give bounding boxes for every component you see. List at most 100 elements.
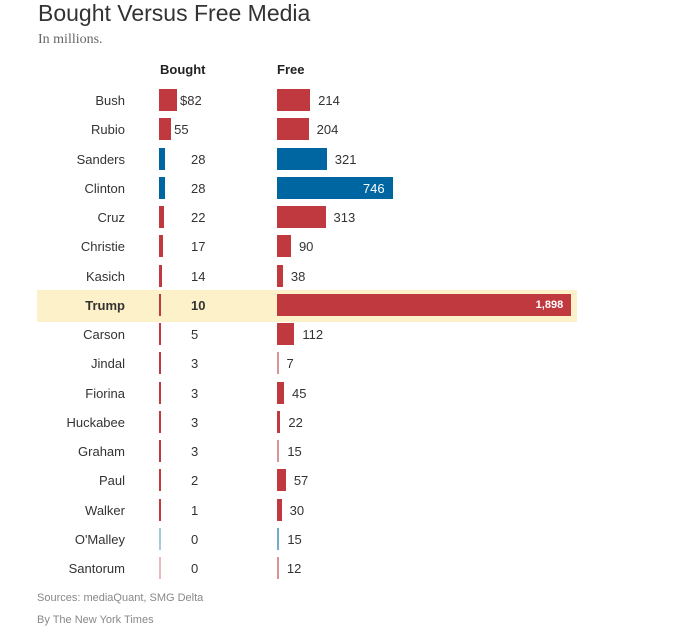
free-value-label: 38 [290, 268, 306, 284]
bought-value-label: 22 [191, 210, 206, 225]
bought-bar [159, 293, 162, 316]
bought-value-label: 2 [191, 473, 199, 489]
free-bar [277, 235, 291, 258]
candidate-name: Cruz [97, 210, 125, 225]
free-value-label: 12 [286, 561, 302, 576]
candidate-row: Sanders 28 321 [0, 145, 675, 174]
bought-bar [159, 147, 166, 170]
free-bar [277, 323, 295, 345]
free-value-label: 214 [318, 93, 340, 108]
free-value-label: 313 [333, 210, 356, 225]
free-value-label: 30 [289, 502, 305, 518]
bought-bar [159, 469, 161, 492]
candidate-name: O'Malley [74, 531, 125, 547]
bought-value-label: 28 [191, 180, 206, 196]
candidate-name: Christie [80, 239, 125, 255]
free-bar [277, 381, 284, 404]
candidate-row: Santorum 0 12 [0, 554, 675, 583]
bought-value-label: 1 [191, 502, 199, 518]
bought-value-label: 17 [191, 239, 206, 255]
bought-value-label: 0 [191, 531, 199, 547]
bought-bar [159, 235, 163, 258]
byline: By The New York Times [37, 614, 154, 626]
bought-bar [159, 352, 161, 375]
free-value-label: 57 [293, 473, 309, 489]
candidate-row: Huckabee 3 22 [0, 408, 675, 437]
free-bar [277, 498, 282, 521]
free-bar [277, 410, 281, 433]
candidate-row: Carson 5 112 [0, 320, 675, 349]
candidate-name: Fiorina [85, 385, 125, 401]
candidate-name: Rubio [91, 122, 125, 138]
free-value-label: 746 [362, 180, 385, 196]
chart-subtitle: In millions. [38, 32, 103, 47]
free-value-label: 112 [302, 327, 324, 342]
bought-value-label: 14 [191, 268, 206, 284]
bought-bar [159, 498, 161, 521]
candidate-row: Bush $82 214 [0, 86, 675, 115]
bought-bar [159, 323, 161, 345]
free-value-label: 321 [334, 151, 357, 167]
bought-value-label: 28 [191, 151, 206, 167]
candidate-name: Carson [83, 327, 125, 342]
bought-value-label: 10 [191, 297, 206, 313]
bought-value-label: 3 [191, 385, 199, 401]
free-value-label: 204 [316, 122, 339, 138]
free-value-label: 15 [287, 444, 302, 459]
free-value-label: 1,898 [535, 298, 564, 311]
candidate-name: Paul [98, 473, 125, 489]
chart-title: Bought Versus Free Media [38, 0, 311, 26]
source-note: Sources: mediaQuant, SMG Delta [37, 592, 204, 604]
free-value-label: 90 [298, 239, 314, 255]
bought-value-label: 5 [191, 327, 199, 342]
free-bar [277, 469, 286, 492]
candidate-row: O'Malley 0 15 [0, 525, 675, 554]
candidate-name: Huckabee [66, 414, 125, 430]
candidate-name: Sanders [76, 151, 125, 167]
candidate-row: Fiorina 3 45 [0, 379, 675, 408]
bought-column-header: Bought [160, 62, 206, 77]
candidate-row: Walker 1 30 [0, 496, 675, 525]
bought-value-label: 3 [191, 444, 199, 459]
candidate-row: Rubio 55 204 [0, 115, 675, 144]
bought-value-label: $82 [180, 93, 202, 108]
bought-bar [159, 206, 164, 228]
candidate-row: Jindal 3 7 [0, 349, 675, 378]
free-bar [277, 176, 393, 199]
candidate-row: Trump 10 1,898 [0, 291, 675, 320]
candidate-name: Bush [95, 93, 125, 108]
candidate-row: Kasich 14 38 [0, 262, 675, 291]
free-bar [277, 118, 309, 141]
bought-bar [159, 176, 166, 199]
free-value-label: 15 [287, 531, 302, 547]
bought-value-label: 55 [174, 122, 189, 138]
candidate-row: Graham 3 15 [0, 437, 675, 466]
free-value-label: 22 [288, 414, 303, 430]
bought-value-label: 3 [191, 356, 199, 372]
free-bar [277, 557, 279, 579]
candidate-name: Jindal [91, 356, 125, 372]
free-bar [277, 440, 280, 462]
free-bar [277, 352, 279, 375]
candidate-name: Trump [85, 297, 125, 313]
bought-bar [159, 118, 172, 141]
bought-bar [159, 557, 161, 579]
bought-value-label: 0 [191, 561, 199, 576]
candidate-name: Walker [85, 502, 125, 518]
free-value-label: 7 [286, 356, 294, 372]
bought-bar [159, 381, 161, 404]
candidate-name: Graham [78, 444, 125, 459]
free-bar [277, 147, 327, 170]
candidate-name: Kasich [85, 268, 125, 284]
candidate-row: Clinton 28 746 [0, 174, 675, 203]
bought-bar [159, 89, 178, 111]
candidate-row: Christie 17 90 [0, 232, 675, 261]
candidate-name: Santorum [68, 561, 125, 576]
free-bar [277, 264, 283, 287]
free-bar [277, 527, 280, 550]
free-value-label: 45 [291, 385, 307, 401]
bought-bar [159, 410, 161, 433]
bought-bar [159, 440, 161, 462]
bought-bar [159, 264, 163, 287]
free-bar [277, 89, 311, 111]
